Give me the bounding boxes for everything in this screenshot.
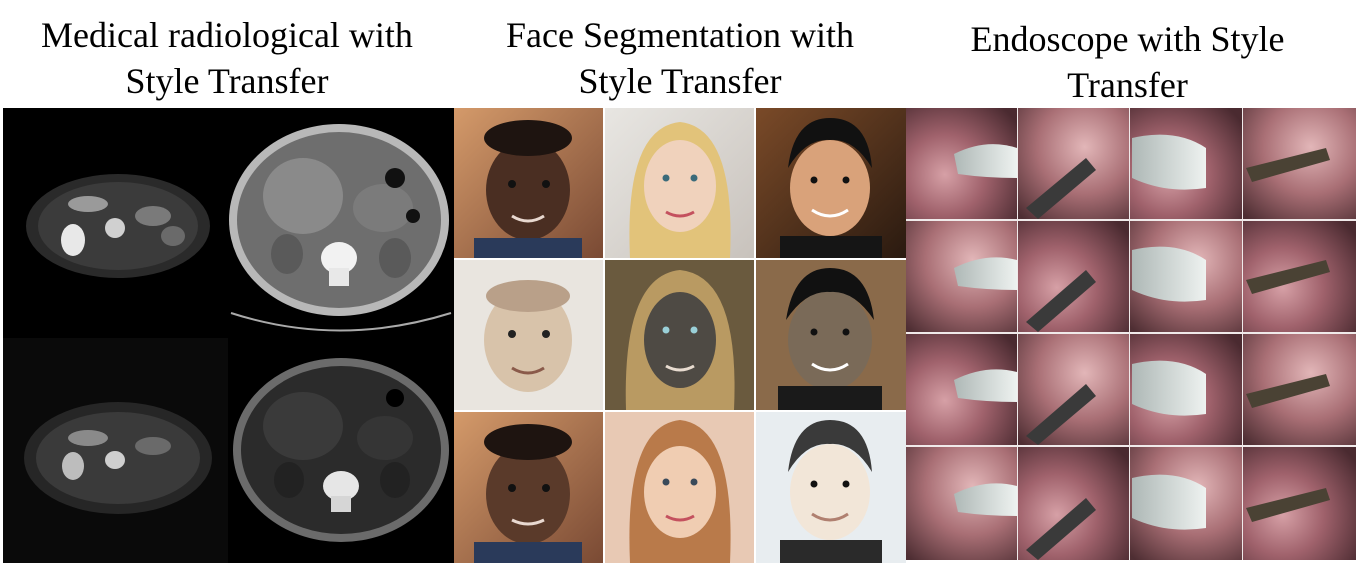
medical-image-grid [3, 108, 454, 563]
face-tile-3 [756, 108, 906, 258]
face-tile-4 [454, 260, 603, 410]
ct-scan-top [228, 108, 454, 338]
face-tile-7 [454, 412, 603, 563]
endoscope-row-3 [906, 334, 1356, 445]
medical-panel-title: Medical radiological with Style Transfer [0, 12, 454, 104]
face-tile-9 [756, 412, 906, 563]
face-tile-5 [605, 260, 754, 410]
endoscope-row-1 [906, 108, 1356, 219]
face-image-grid [454, 108, 906, 563]
face-tile-1 [454, 108, 603, 258]
endoscope-panel-title: Endoscope with Style Transfer [906, 16, 1349, 108]
face-panel-title: Face Segmentation with Style Transfer [454, 12, 906, 104]
face-tile-8 [605, 412, 754, 563]
ct-scan-bottom [233, 358, 449, 542]
endoscope-row-4 [906, 447, 1356, 560]
mri-scan-top [26, 174, 210, 278]
endoscope-row-2 [906, 221, 1356, 332]
endoscope-image-grid [906, 108, 1356, 560]
face-tile-2 [605, 108, 754, 258]
face-tile-6 [756, 260, 906, 410]
medical-scans [3, 108, 454, 563]
mri-scan-bottom [3, 338, 228, 563]
endoscope-frames [906, 108, 1356, 560]
face-portraits [454, 108, 906, 563]
